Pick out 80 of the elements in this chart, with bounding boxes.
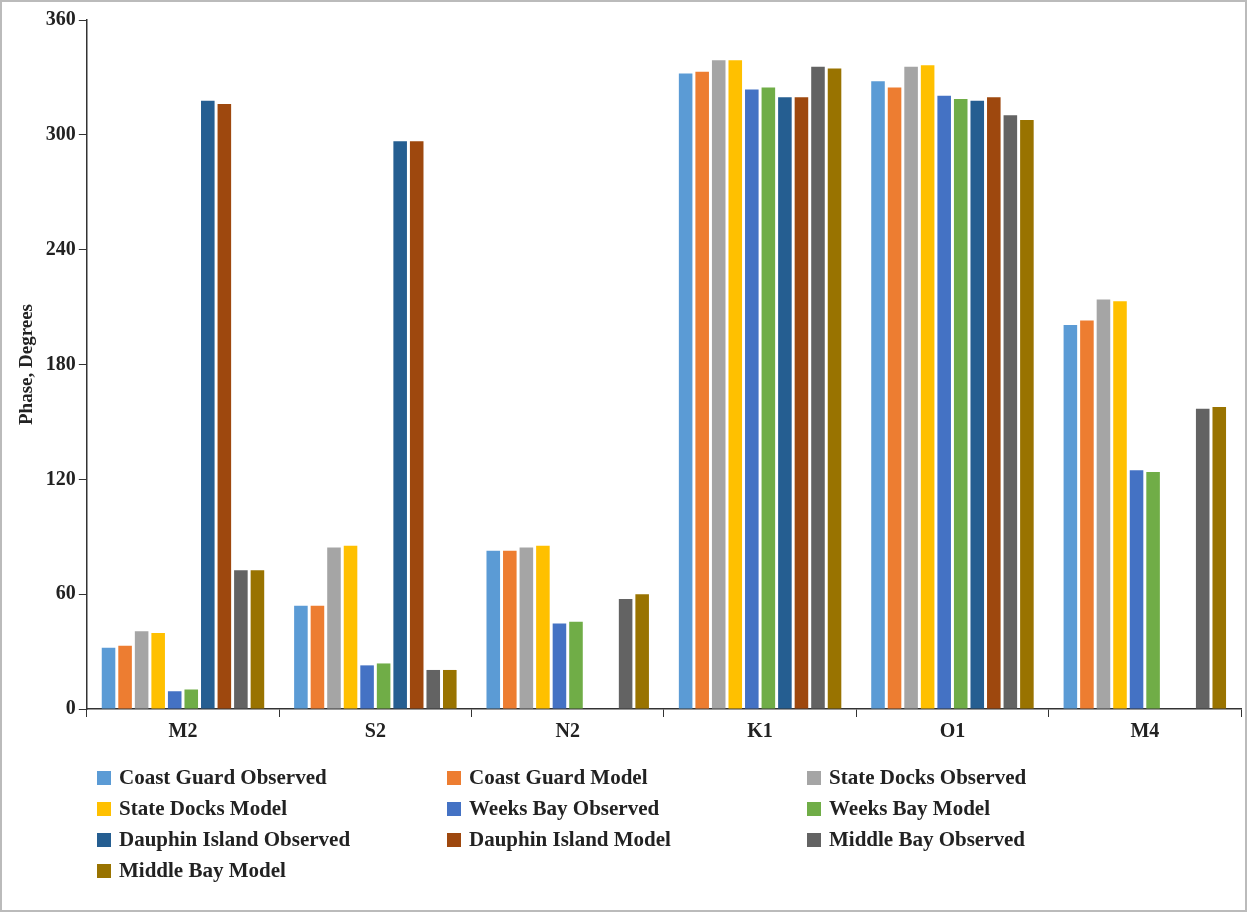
bar	[728, 60, 743, 709]
x-tick-label: N2	[555, 719, 580, 742]
bar	[184, 689, 199, 709]
bar	[794, 97, 809, 709]
bar	[1146, 472, 1160, 709]
bar	[486, 550, 501, 709]
bar	[811, 66, 825, 709]
legend-label: Coast Guard Observed	[119, 765, 327, 790]
legend-label: Coast Guard Model	[469, 765, 648, 790]
bar	[1212, 406, 1227, 709]
y-tick-label: 240	[45, 236, 76, 259]
bar	[904, 66, 918, 709]
bar	[376, 663, 391, 709]
bar	[761, 87, 776, 709]
bar	[1080, 320, 1094, 709]
y-tick-label: 0	[65, 696, 76, 719]
bar	[519, 547, 534, 709]
bar	[552, 623, 567, 709]
bar	[920, 65, 935, 709]
bar	[1195, 408, 1210, 709]
bar	[678, 73, 693, 709]
bar	[118, 645, 132, 709]
bar	[217, 104, 232, 709]
bar	[1003, 115, 1018, 709]
bar	[953, 99, 968, 709]
bar	[778, 97, 792, 709]
bar	[234, 570, 248, 709]
y-tick-label: 180	[45, 351, 76, 374]
bar	[695, 71, 709, 709]
bar	[310, 605, 325, 709]
bar	[569, 621, 583, 709]
bar	[393, 141, 407, 709]
y-tick-label: 120	[45, 466, 76, 489]
bar	[1020, 119, 1034, 709]
bar	[343, 545, 358, 709]
bar	[1096, 299, 1111, 709]
legend-label: Middle Bay Observed	[829, 827, 1026, 852]
bar	[151, 633, 165, 709]
bar	[409, 141, 424, 709]
bar	[1129, 470, 1144, 709]
legend-label: Dauphin Island Model	[469, 827, 671, 852]
bar	[887, 87, 902, 709]
y-tick-label: 300	[45, 122, 76, 145]
bar	[536, 545, 550, 709]
bar	[711, 60, 726, 709]
x-tick-label: M2	[168, 719, 198, 742]
legend-label: Weeks Bay Model	[829, 796, 990, 821]
bar	[167, 691, 182, 709]
bar	[1063, 325, 1078, 709]
bar	[327, 547, 341, 709]
bar	[635, 594, 649, 709]
bar	[987, 97, 1001, 709]
legend-label: Weeks Bay Observed	[469, 796, 660, 821]
legend-label: Dauphin Island Observed	[119, 827, 351, 852]
bar	[503, 550, 517, 709]
bar	[827, 68, 842, 709]
legend-label: State Docks Model	[119, 796, 287, 821]
bar	[1113, 301, 1127, 709]
y-axis-title: Phase, Degrees	[15, 303, 37, 426]
bar	[443, 669, 457, 709]
bar	[250, 570, 265, 709]
bar	[970, 100, 985, 709]
bar	[426, 669, 441, 709]
x-tick-label: M4	[1130, 719, 1160, 742]
legend-label: Middle Bay Model	[119, 858, 286, 883]
legend-label: State Docks Observed	[829, 765, 1027, 790]
x-tick-label: K1	[747, 719, 773, 742]
y-tick-label: 360	[45, 7, 76, 30]
bar	[134, 631, 149, 709]
bar	[937, 95, 951, 709]
bar	[201, 100, 215, 709]
x-tick-label: S2	[364, 719, 386, 742]
x-tick-label: O1	[939, 719, 966, 742]
bar	[871, 81, 885, 709]
bar	[294, 605, 308, 709]
bar	[360, 665, 374, 709]
y-tick-label: 60	[55, 581, 76, 604]
bar	[618, 598, 633, 709]
bar	[745, 89, 759, 709]
bar	[101, 647, 116, 709]
